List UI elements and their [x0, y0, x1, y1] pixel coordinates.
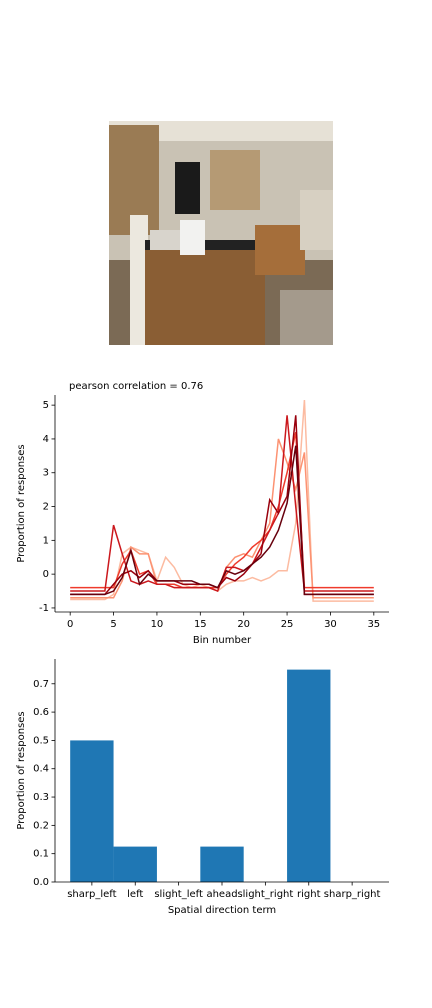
bar [70, 740, 114, 882]
y-tick-label: -1 [39, 603, 49, 614]
y-axis-label: Proportion of responses [16, 444, 27, 562]
y-tick-label: 4 [43, 434, 49, 445]
y-tick-label: 0.1 [33, 849, 49, 860]
bar [113, 846, 157, 882]
y-tick-label: 1 [43, 535, 49, 546]
x-tick-label: ahead [206, 889, 237, 900]
series-line [70, 432, 374, 589]
chart-title: pearson correlation = 0.76 [69, 381, 203, 392]
x-tick-label: left [127, 889, 143, 900]
x-tick-label: slight_left [154, 889, 203, 900]
y-tick-label: 0.3 [33, 792, 49, 803]
x-tick-label: 35 [367, 619, 380, 630]
x-tick-label: 5 [110, 619, 116, 630]
x-tick-label: 10 [151, 619, 164, 630]
y-tick-label: 0.7 [33, 679, 49, 690]
x-tick-label: 20 [237, 619, 250, 630]
y-tick-label: 0.2 [33, 820, 49, 831]
photo [109, 121, 333, 345]
x-tick-label: sharp_right [324, 889, 381, 900]
y-tick-label: 3 [43, 468, 49, 479]
x-tick-label: right [297, 889, 321, 900]
x-tick-label: 0 [67, 619, 73, 630]
series-line [70, 415, 374, 596]
bar [287, 669, 331, 882]
x-tick-label: 25 [281, 619, 294, 630]
bar [200, 846, 244, 882]
y-tick-label: 0.0 [33, 877, 49, 888]
y-tick-label: 5 [43, 400, 49, 411]
series-line [70, 400, 374, 602]
y-tick-label: 0.6 [33, 707, 49, 718]
series-line [70, 445, 374, 596]
x-axis-label: Spatial direction term [168, 905, 276, 916]
x-axis-label: Bin number [193, 635, 252, 646]
y-tick-label: 0.5 [33, 735, 49, 746]
x-tick-label: 30 [324, 619, 337, 630]
y-axis-label: Proportion of responses [16, 711, 27, 829]
y-tick-label: 0.4 [33, 764, 49, 775]
x-tick-label: 15 [194, 619, 207, 630]
x-tick-label: slight_right [237, 889, 293, 900]
series-line [70, 438, 374, 599]
x-tick-label: sharp_left [67, 889, 116, 900]
series-line [70, 415, 374, 593]
y-tick-label: 2 [43, 502, 49, 513]
y-tick-label: 0 [43, 569, 49, 580]
